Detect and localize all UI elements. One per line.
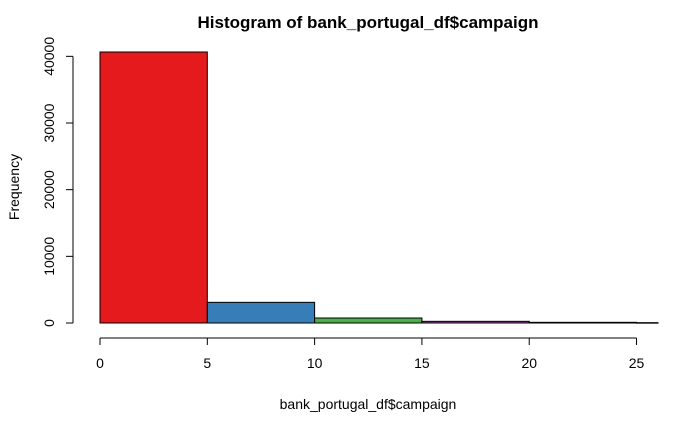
y-tick-label: 0	[41, 319, 57, 327]
x-tick-label: 0	[96, 355, 104, 371]
histogram-bar-25-30	[636, 322, 659, 324]
histogram-bar-0-5	[99, 51, 208, 324]
y-tick-label: 10000	[41, 237, 57, 276]
y-axis-label: Frequency	[6, 154, 22, 220]
x-tick-label: 15	[414, 355, 430, 371]
y-axis: 0 10000 20000 30000 40000	[41, 37, 74, 327]
x-axis: 0 5 10 15 20 25	[96, 337, 645, 371]
chart-title: Histogram of bank_portugal_df$campaign	[198, 13, 539, 32]
histogram-bar-20-25	[528, 321, 638, 324]
y-tick-label: 20000	[41, 170, 57, 209]
x-axis-label: bank_portugal_df$campaign	[280, 396, 457, 412]
histogram-bar-10-15	[314, 317, 423, 324]
y-tick-label: 40000	[41, 37, 57, 76]
x-tick-label: 20	[521, 355, 537, 371]
y-tick-label: 30000	[41, 103, 57, 142]
x-tick-label: 5	[203, 355, 211, 371]
x-tick-label: 10	[307, 355, 323, 371]
x-tick-label: 25	[629, 355, 645, 371]
histogram-bar-15-20	[421, 320, 530, 324]
bars-group	[99, 51, 659, 324]
histogram-bar-5-10	[206, 301, 316, 324]
